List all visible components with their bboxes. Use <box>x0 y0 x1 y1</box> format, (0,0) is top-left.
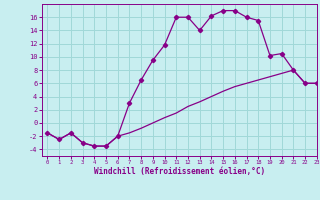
X-axis label: Windchill (Refroidissement éolien,°C): Windchill (Refroidissement éolien,°C) <box>94 167 265 176</box>
